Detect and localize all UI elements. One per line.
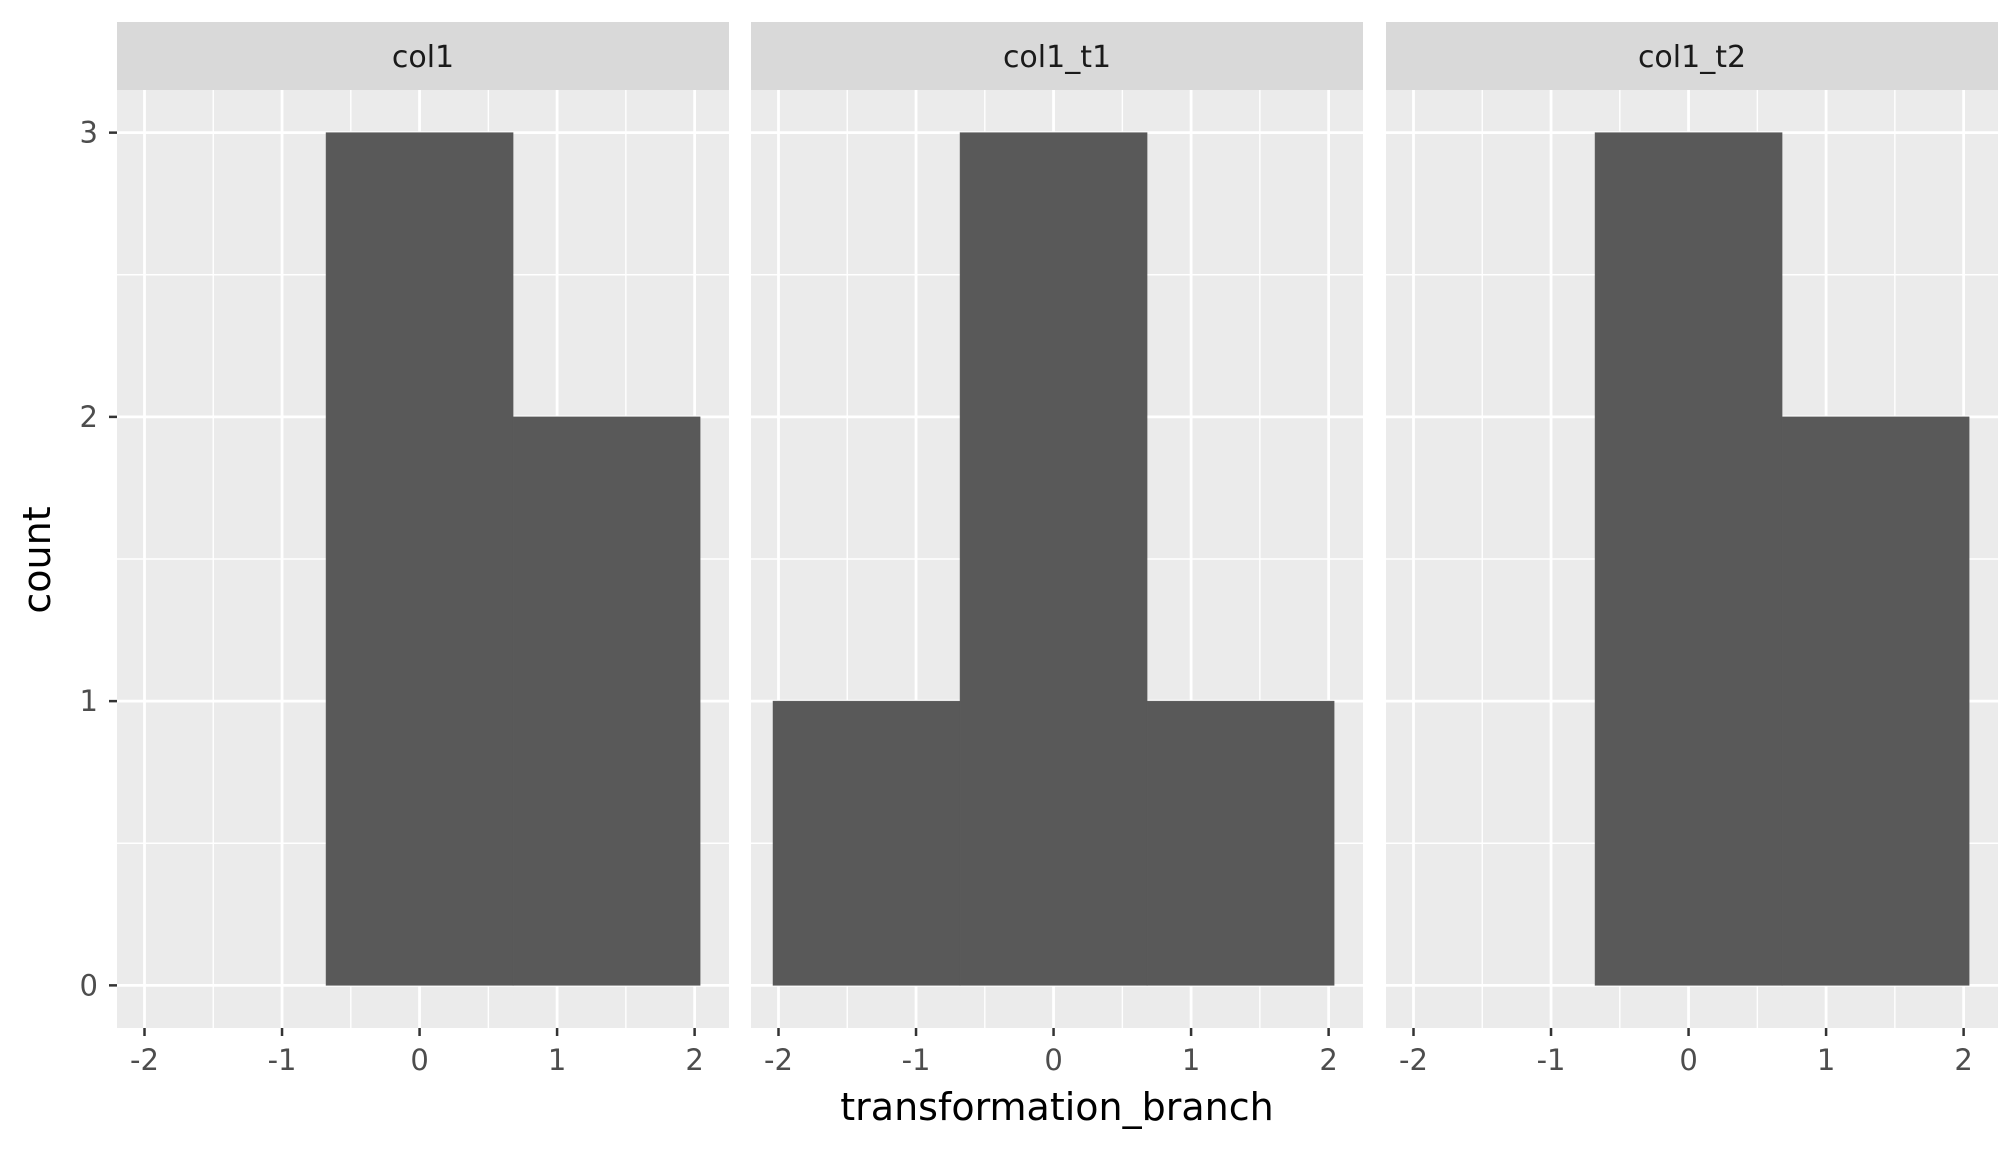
x-tick-label: 0 bbox=[1044, 1043, 1062, 1077]
facet-strip bbox=[751, 22, 1363, 90]
facet-strip bbox=[1386, 22, 1998, 90]
histogram-bar bbox=[1594, 132, 1783, 986]
histogram-bar bbox=[1781, 416, 1970, 986]
y-tick-label: 2 bbox=[80, 400, 98, 434]
histogram-bar bbox=[512, 416, 701, 986]
x-tick-label: 1 bbox=[1182, 1043, 1200, 1077]
x-tick-label: 0 bbox=[410, 1043, 428, 1077]
x-tick-label: -2 bbox=[1399, 1043, 1428, 1077]
facet-panel-col1_t2: col1_t2 -2 -1 0 1 2 bbox=[1386, 22, 1998, 1077]
facet-strip-label: col1_t1 bbox=[1003, 40, 1111, 75]
x-tick-label: -1 bbox=[1537, 1043, 1566, 1077]
y-tick-label: 3 bbox=[80, 116, 98, 150]
histogram-bar bbox=[1146, 700, 1335, 986]
facet-strip bbox=[117, 22, 729, 90]
y-tick-label: 0 bbox=[80, 968, 98, 1002]
x-tick-label: 1 bbox=[548, 1043, 566, 1077]
x-tick-label: 2 bbox=[685, 1043, 703, 1077]
x-tick-label: 0 bbox=[1679, 1043, 1697, 1077]
histogram-bar bbox=[325, 132, 514, 986]
x-tick-label: -2 bbox=[764, 1043, 793, 1077]
facet-strip-label: col1_t2 bbox=[1638, 40, 1746, 75]
histogram-bar bbox=[959, 132, 1148, 986]
y-axis-title: count bbox=[15, 506, 59, 613]
x-tick-label: 1 bbox=[1817, 1043, 1835, 1077]
y-tick-label: 1 bbox=[80, 684, 98, 718]
histogram-bar bbox=[772, 700, 961, 986]
facet-strip-label: col1 bbox=[392, 40, 454, 75]
x-tick-label: 2 bbox=[1319, 1043, 1337, 1077]
x-tick-label: -1 bbox=[268, 1043, 297, 1077]
x-axis-title: transformation_branch bbox=[840, 1085, 1273, 1129]
x-tick-label: 2 bbox=[1954, 1043, 1972, 1077]
x-tick-label: -1 bbox=[902, 1043, 931, 1077]
facet-panel-col1: col1 -2 -1 0 1 2 bbox=[117, 22, 729, 1077]
facet-panel-col1_t1: col1_t1 -2 -1 0 1 2 bbox=[751, 22, 1363, 1077]
x-tick-label: -2 bbox=[130, 1043, 159, 1077]
